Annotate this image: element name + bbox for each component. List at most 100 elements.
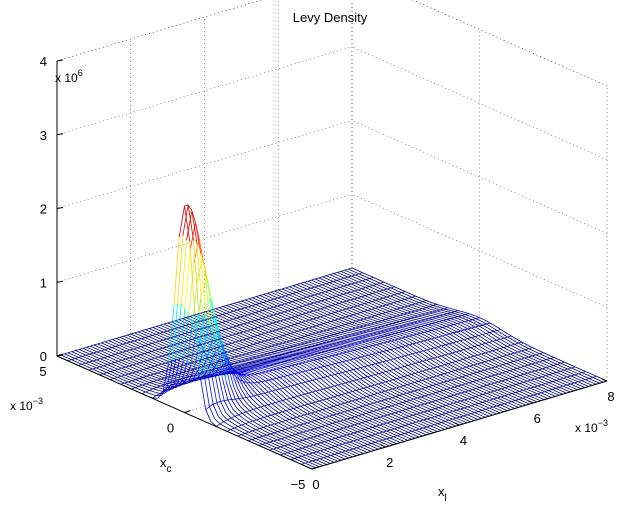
surface-segment (369, 391, 374, 394)
surface-segment (471, 338, 476, 341)
surface-segment (335, 437, 339, 438)
surface-segment (392, 405, 396, 406)
surface-segment (473, 381, 477, 382)
surface-segment (437, 375, 441, 376)
surface-segment (440, 374, 444, 375)
surface-segment (318, 428, 323, 430)
surface-segment (478, 344, 482, 345)
surface-segment (493, 331, 498, 334)
surface-segment (263, 443, 267, 444)
surface-segment (302, 372, 307, 376)
surface-segment (248, 342, 253, 344)
surface-segment (358, 432, 363, 434)
surface-segment (293, 455, 298, 457)
surface-segment (231, 358, 236, 360)
surface-segment (445, 355, 450, 358)
surface-segment (481, 363, 486, 366)
surface-segment (377, 409, 381, 410)
surface-segment (340, 287, 345, 289)
surface-segment (414, 427, 419, 429)
surface-segment (308, 335, 313, 337)
surface-segment (158, 365, 163, 367)
surface-segment (319, 401, 324, 404)
surface-segment (379, 433, 384, 435)
surface-segment (353, 441, 358, 443)
surface-segment (461, 322, 465, 323)
surface-segment (333, 415, 338, 418)
surface-segment (164, 385, 169, 386)
surface-segment (298, 396, 303, 400)
surface-segment (410, 400, 415, 402)
surface-segment (389, 355, 394, 359)
surface-segment (538, 386, 543, 388)
surface-segment (148, 353, 153, 355)
surface-segment (241, 407, 246, 412)
surface-segment (394, 393, 399, 396)
surface-segment (425, 388, 430, 390)
surface-segment (524, 381, 528, 382)
surface-segment (430, 425, 434, 426)
surface-segment (532, 364, 537, 366)
surface-segment (323, 304, 328, 306)
surface-segment (389, 284, 394, 286)
surface-segment (424, 412, 429, 414)
surface-segment (426, 314, 431, 315)
surface-segment (267, 301, 272, 303)
surface-segment (322, 285, 327, 287)
surface-segment (419, 362, 424, 365)
surface-segment (255, 402, 260, 407)
surface-segment (392, 406, 397, 408)
surface-segment (137, 356, 142, 358)
surface-segment (353, 370, 358, 374)
surface-segment (360, 293, 365, 295)
surface-segment (107, 345, 112, 347)
surface-segment (398, 357, 402, 358)
surface-segment (438, 357, 443, 360)
surface-segment (285, 304, 290, 306)
surface-segment (397, 368, 402, 372)
surface-segment (269, 421, 274, 424)
surface-segment (526, 362, 531, 364)
surface-segment (378, 348, 383, 351)
surface-segment (506, 407, 511, 409)
surface-segment (463, 359, 468, 362)
surface-segment (352, 390, 356, 391)
surface-segment (268, 447, 273, 449)
surface-segment (368, 436, 373, 438)
surface-segment (156, 370, 161, 372)
surface-segment (535, 370, 539, 371)
surface-segment (377, 284, 382, 286)
surface-segment (362, 422, 366, 423)
surface-segment (342, 345, 347, 346)
surface-segment (353, 287, 358, 289)
surface-segment (307, 459, 312, 461)
surface-segment (434, 425, 439, 427)
surface-segment (350, 434, 355, 436)
surface-segment (288, 311, 293, 313)
surface-segment (248, 405, 253, 410)
surface-segment (356, 420, 361, 422)
surface-segment (527, 389, 532, 391)
surface-segment (407, 341, 412, 344)
surface-segment (439, 328, 444, 331)
surface-segment (304, 377, 309, 381)
surface-segment (79, 357, 84, 359)
surface-segment (453, 384, 458, 386)
surface-segment (405, 317, 410, 318)
surface-segment (439, 398, 443, 399)
surface-segment (437, 333, 442, 336)
surface-segment (304, 343, 309, 344)
surface-segment (325, 394, 330, 398)
surface-segment (476, 360, 481, 363)
surface-segment (252, 403, 257, 408)
surface-segment (289, 428, 294, 431)
surface-segment (333, 290, 338, 292)
surface-segment (471, 378, 476, 380)
surface-segment (397, 309, 402, 311)
surface-segment (435, 416, 439, 417)
surface-segment (411, 412, 416, 414)
surface-segment (540, 354, 545, 356)
surface-segment (118, 342, 123, 344)
surface-segment (323, 399, 327, 400)
surface-segment (513, 340, 518, 343)
